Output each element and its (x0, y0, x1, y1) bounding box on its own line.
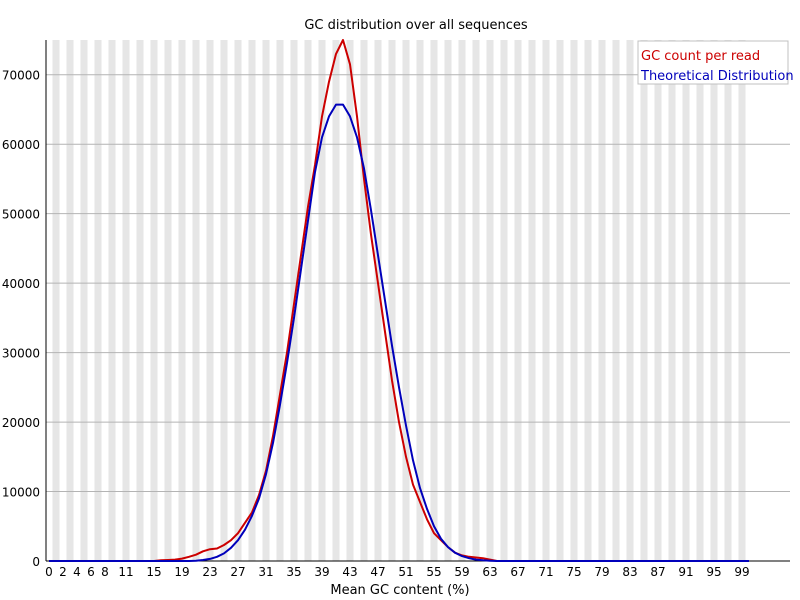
x-tick-label: 91 (678, 565, 693, 579)
background-band (80, 40, 88, 561)
background-band (276, 40, 284, 561)
x-tick-label: 15 (146, 565, 161, 579)
background-band (234, 40, 242, 561)
x-tick-label: 43 (342, 565, 357, 579)
background-band (52, 40, 60, 561)
x-tick-label: 8 (101, 565, 109, 579)
background-band (374, 40, 382, 561)
background-band (640, 40, 648, 561)
background-band (332, 40, 340, 561)
y-tick-label: 20000 (2, 416, 40, 430)
x-tick-label: 23 (202, 565, 217, 579)
background-band (360, 40, 368, 561)
x-tick-label: 71 (538, 565, 553, 579)
background-band (430, 40, 438, 561)
background-band (318, 40, 326, 561)
background-band (724, 40, 732, 561)
background-band (556, 40, 564, 561)
background-band (458, 40, 466, 561)
y-tick-label: 60000 (2, 138, 40, 152)
series-lines (49, 39, 749, 562)
x-tick-label: 59 (454, 565, 469, 579)
background-band (122, 40, 130, 561)
x-tick-label: 99 (734, 565, 749, 579)
background-band (668, 40, 676, 561)
x-tick-label: 75 (566, 565, 581, 579)
background-band (192, 40, 200, 561)
background-band (738, 40, 746, 561)
x-tick-label: 39 (314, 565, 329, 579)
background-band (472, 40, 480, 561)
series-line-theoretical (49, 103, 749, 562)
background-band (304, 40, 312, 561)
x-tick-label: 47 (370, 565, 385, 579)
y-tick-labels: 0 10000 20000 30000 40000 50000 60000 70000 (2, 69, 40, 569)
legend-entry-theoretical: Theoretical Distribution (640, 69, 794, 84)
background-band (346, 40, 354, 561)
background-band (402, 40, 410, 561)
background-band (262, 40, 270, 561)
background-band (542, 40, 550, 561)
background-band (164, 40, 172, 561)
x-axis-label: Mean GC content (%) (330, 583, 469, 598)
background-band (696, 40, 704, 561)
x-tick-label: 35 (286, 565, 301, 579)
y-tick-label: 30000 (2, 347, 40, 361)
x-tick-label: 4 (73, 565, 81, 579)
x-tick-label: 31 (258, 565, 273, 579)
background-band (178, 40, 186, 561)
y-tick-label: 40000 (2, 277, 40, 291)
background-band (94, 40, 102, 561)
legend: GC count per read Theoretical Distributi… (637, 40, 794, 85)
plot-background-bands (52, 40, 746, 561)
x-tick-label: 79 (594, 565, 609, 579)
x-tick-label: 27 (230, 565, 245, 579)
y-tick-label: 50000 (2, 208, 40, 222)
legend-box (637, 40, 789, 85)
background-band (150, 40, 158, 561)
background-band (444, 40, 452, 561)
background-band (486, 40, 494, 561)
background-band (416, 40, 424, 561)
background-band (626, 40, 634, 561)
background-band (108, 40, 116, 561)
background-band (654, 40, 662, 561)
x-tick-label: 63 (482, 565, 497, 579)
x-tick-label: 2 (59, 565, 67, 579)
x-tick-label: 51 (398, 565, 413, 579)
background-band (220, 40, 228, 561)
x-tick-label: 6 (87, 565, 95, 579)
x-tick-label: 0 (45, 565, 53, 579)
background-band (682, 40, 690, 561)
background-band (136, 40, 144, 561)
x-tick-label: 11 (118, 565, 133, 579)
x-tick-label: 55 (426, 565, 441, 579)
x-tick-label: 19 (174, 565, 189, 579)
y-tick-label: 0 (32, 555, 40, 569)
y-tick-label: 70000 (2, 69, 40, 83)
background-band (570, 40, 578, 561)
background-band (206, 40, 214, 561)
background-band (528, 40, 536, 561)
x-tick-label: 83 (622, 565, 637, 579)
background-band (514, 40, 522, 561)
chart-title: GC distribution over all sequences (304, 18, 528, 33)
y-tick-label: 10000 (2, 486, 40, 500)
legend-entry-gc-count: GC count per read (641, 49, 760, 64)
background-band (248, 40, 256, 561)
background-band (612, 40, 620, 561)
background-band (710, 40, 718, 561)
background-band (584, 40, 592, 561)
background-band (66, 40, 74, 561)
background-band (500, 40, 508, 561)
background-band (388, 40, 396, 561)
background-band (598, 40, 606, 561)
x-tick-labels: 0 2 4 6 8 11 15 19 23 27 31 35 39 43 47 51 55 59 63 67 71 75 7… (45, 565, 749, 579)
x-tick-label: 87 (650, 565, 665, 579)
x-tick-label: 67 (510, 565, 525, 579)
x-tick-label: 95 (706, 565, 721, 579)
